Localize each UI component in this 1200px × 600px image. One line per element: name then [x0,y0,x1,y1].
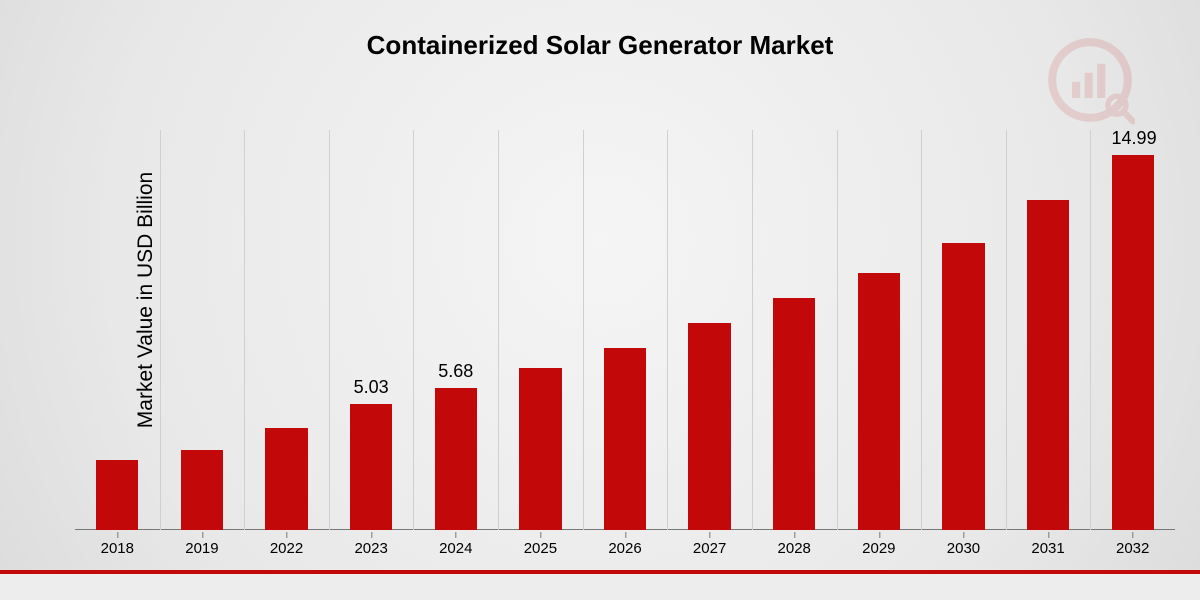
gridline [667,130,668,530]
bar [1027,200,1069,530]
x-tick-label: 2022 [270,540,303,557]
x-tick-label: 2024 [439,540,472,557]
gridline [244,130,245,530]
bar [181,450,223,530]
x-tick-label: 2029 [862,540,895,557]
bar [519,368,561,531]
x-tick-label: 2030 [947,540,980,557]
x-tick-label: 2032 [1116,540,1149,557]
x-tick-label: 2019 [185,540,218,557]
bar-value-label: 14.99 [1112,128,1154,149]
bar-value-label: 5.03 [350,377,392,398]
bar [858,273,900,531]
bar: 14.99 [1112,155,1154,530]
x-tick-label: 2026 [608,540,641,557]
gridline [160,130,161,530]
gridline [921,130,922,530]
bottom-band [0,570,1200,600]
x-tick-label: 2028 [778,540,811,557]
gridline [583,130,584,530]
x-tick-label: 2027 [693,540,726,557]
bar [265,428,307,531]
gridline [329,130,330,530]
chart-title: Containerized Solar Generator Market [0,30,1200,61]
bar [773,298,815,531]
gridline [413,130,414,530]
gridline [1006,130,1007,530]
x-tick-label: 2023 [354,540,387,557]
bar [942,243,984,531]
watermark-logo [1045,35,1135,125]
bar-value-label: 5.68 [435,361,477,382]
bar: 5.03 [350,404,392,530]
gridline [837,130,838,530]
bar [96,460,138,530]
chart-container: Containerized Solar Generator Market Mar… [0,0,1200,600]
bar [604,348,646,531]
gridline [498,130,499,530]
x-tick-label: 2025 [524,540,557,557]
plot-area: 5.03 5.68 14.99 [75,130,1175,530]
gridline [1090,130,1091,530]
x-tick-label: 2031 [1031,540,1064,557]
bar: 5.68 [435,388,477,530]
gridline [752,130,753,530]
bar [688,323,730,531]
x-tick-label: 2018 [101,540,134,557]
